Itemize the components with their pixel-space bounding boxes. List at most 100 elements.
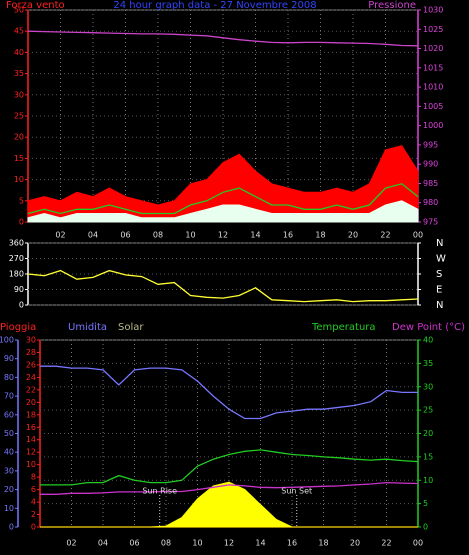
y-tick-label: 90 [14, 285, 24, 294]
plot-frame [27, 242, 419, 306]
y-tick-label: S [436, 269, 442, 280]
x-tick-label: 22 [381, 539, 391, 548]
annotation: Sun Rise [142, 487, 177, 496]
x-tick-label: 10 [185, 231, 195, 240]
y-tick-label: 8 [31, 473, 36, 482]
line [40, 481, 419, 495]
y-tick-label: 22 [26, 385, 36, 394]
line [40, 365, 418, 420]
legend-entry: Pressione [368, 0, 416, 11]
y-tick-label: 0 [19, 301, 24, 310]
legend-entry: Forza vento [6, 0, 65, 11]
y-tick-label: 2 [31, 510, 36, 519]
y-tick-label: 24 [26, 373, 36, 382]
y-tick-label: 15 [14, 154, 24, 163]
y-tick-label: 20 [4, 485, 14, 494]
y-tick-label: 990 [423, 160, 438, 169]
line [40, 449, 419, 486]
y-tick-label: 1030 [423, 6, 443, 15]
y-tick-label: 995 [423, 140, 438, 149]
y-tick-label: 45 [14, 27, 24, 36]
y-tick-label: E [436, 285, 442, 296]
y-tick-label: 1000 [423, 121, 443, 130]
y-tick-label: 90 [4, 354, 14, 363]
y-tick-label: 16 [26, 423, 36, 432]
y-tick-label: 975 [423, 218, 438, 227]
y-tick-label: 20 [26, 398, 36, 407]
y-tick-label: 10 [4, 504, 14, 513]
y-tick-label: N [436, 300, 443, 311]
y-tick-label: 40 [423, 336, 433, 345]
y-tick-label: 50 [4, 429, 14, 438]
y-tick-label: 28 [26, 348, 36, 357]
x-tick-label: 14 [250, 231, 260, 240]
x-tick-label: 02 [66, 539, 76, 548]
y-tick-label: 20 [14, 133, 24, 142]
legend-entry: Pioggia [0, 322, 36, 333]
x-tick-label: 20 [350, 539, 360, 548]
y-tick-label: 40 [14, 48, 24, 57]
area [27, 145, 419, 223]
x-tick-label: 00 [413, 231, 423, 240]
x-tick-label: 16 [287, 539, 297, 548]
line [27, 30, 419, 47]
y-tick-label: 18 [26, 410, 36, 419]
y-tick-label: 25 [14, 112, 24, 121]
annotation: Sun Set [281, 487, 312, 496]
y-tick-label: 6 [31, 485, 36, 494]
x-tick-label: 12 [218, 231, 228, 240]
x-tick-label: 04 [98, 539, 108, 548]
x-tick-label: 18 [318, 539, 328, 548]
y-tick-label: 80 [4, 373, 14, 382]
y-tick-label: 1015 [423, 63, 443, 72]
x-tick-label: 02 [55, 231, 65, 240]
x-tick-label: 18 [315, 231, 325, 240]
y-tick-label: 4 [31, 498, 36, 507]
y-tick-label: 5 [19, 196, 24, 205]
y-tick-label: 10 [26, 460, 36, 469]
x-tick-label: 06 [120, 231, 130, 240]
y-tick-label: 14 [26, 435, 36, 444]
line [27, 269, 419, 303]
y-tick-label: 1005 [423, 102, 443, 111]
y-tick-label: 15 [423, 452, 433, 461]
y-tick-label: 35 [14, 69, 24, 78]
y-tick-label: 0 [19, 218, 24, 227]
y-tick-label: 0 [423, 523, 428, 532]
y-tick-label: 70 [4, 392, 14, 401]
legend-entry: Temperatura [311, 322, 376, 333]
y-tick-label: 360 [9, 239, 24, 248]
y-tick-label: 40 [4, 448, 14, 457]
x-tick-label: 16 [283, 231, 293, 240]
x-tick-label: 08 [161, 539, 171, 548]
y-tick-label: W [436, 254, 446, 265]
y-tick-label: 270 [9, 254, 24, 263]
y-tick-label: 20 [423, 429, 433, 438]
chart-title: 24 hour graph data - 27 Novembre 2008 [113, 0, 316, 11]
y-tick-label: 980 [423, 198, 438, 207]
y-tick-label: 1025 [423, 25, 443, 34]
legend-entry: Umidita [68, 322, 107, 333]
y-tick-label: 30 [14, 90, 24, 99]
x-tick-label: 04 [88, 231, 98, 240]
line [27, 183, 419, 215]
y-tick-label: 100 [0, 336, 14, 345]
y-tick-label: 5 [423, 499, 428, 508]
y-tick-label: 0 [9, 523, 14, 532]
y-tick-label: 985 [423, 179, 438, 188]
x-tick-label: 20 [348, 231, 358, 240]
y-tick-label: 0 [31, 523, 36, 532]
y-tick-label: 180 [9, 270, 24, 279]
x-tick-label: 12 [224, 539, 234, 548]
y-tick-label: 30 [423, 382, 433, 391]
x-tick-label: 14 [255, 539, 265, 548]
y-tick-label: 10 [14, 175, 24, 184]
area [27, 200, 419, 223]
y-tick-label: 60 [4, 410, 14, 419]
legend-entry: Dew Point (°C) [392, 322, 465, 333]
y-tick-label: 30 [26, 336, 36, 345]
y-tick-label: 10 [423, 476, 433, 485]
x-tick-label: 22 [380, 231, 390, 240]
